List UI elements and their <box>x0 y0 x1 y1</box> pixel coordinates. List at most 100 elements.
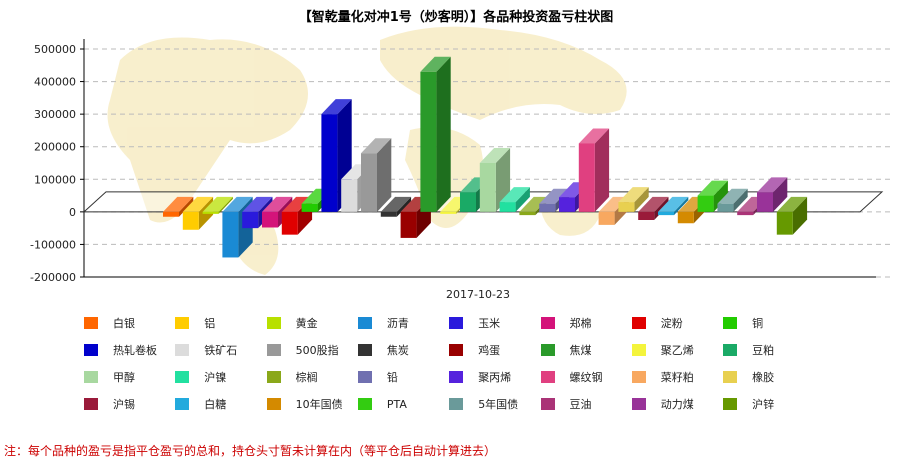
legend-label: 5年国债 <box>478 398 519 411</box>
legend-item: 螺纹钢 <box>540 368 603 386</box>
y-tick-label: 500000 <box>34 43 76 56</box>
legend-swatch <box>449 344 464 356</box>
legend-item: PTA <box>357 395 407 413</box>
legend-item: 郑棉 <box>540 314 592 332</box>
legend-swatch <box>449 371 464 383</box>
legend-swatch <box>266 317 281 329</box>
legend-item: 聚丙烯 <box>449 368 511 386</box>
bar-24 <box>618 187 649 212</box>
legend-label: 动力煤 <box>660 398 694 411</box>
bar-1 <box>163 196 194 217</box>
legend-swatch <box>175 371 190 383</box>
legend-item: 铅 <box>357 368 398 386</box>
legend-item: 豆粕 <box>723 341 774 359</box>
bar-29 <box>717 188 748 212</box>
legend-label: 焦炭 <box>386 344 409 357</box>
legend-label: 菜籽粕 <box>660 371 694 384</box>
legend-item: 聚乙烯 <box>631 341 694 359</box>
legend-item: 白糖 <box>175 395 226 413</box>
legend-item: 橡胶 <box>723 368 774 386</box>
legend-label: 沪镍 <box>204 371 227 384</box>
bar-18 <box>499 187 530 212</box>
legend-item: 豆油 <box>540 395 592 413</box>
legend-item: 黄金 <box>266 314 318 332</box>
footnote: 注：每个品种的盈亏是指平仓盈亏的总和，持仓头寸暂未计算在内（等平仓后自动计算进去… <box>4 444 497 458</box>
legend-label: 甲醇 <box>113 371 135 384</box>
legend-swatch <box>540 371 555 383</box>
legend-label: 郑棉 <box>569 317 592 330</box>
legend-item: 5年国债 <box>449 395 518 413</box>
legend-swatch <box>631 344 646 356</box>
legend-item: 淀粉 <box>631 314 683 332</box>
legend-label: 淀粉 <box>660 317 683 330</box>
legend-swatch <box>723 371 738 383</box>
bar-14 <box>420 56 451 212</box>
legend-label: 500股指 <box>295 344 339 357</box>
legend-swatch <box>449 398 464 410</box>
legend-item: 焦炭 <box>357 341 409 359</box>
bar-11 <box>361 138 392 212</box>
chart-title: 【智乾量化对冲1号（炒客明）】各品种投资盈亏柱状图 <box>299 9 614 25</box>
y-tick-label: 400000 <box>34 76 76 89</box>
y-tick-label: -100000 <box>30 238 76 251</box>
legend-label: 焦煤 <box>569 344 592 357</box>
legend-item: 沪镍 <box>175 368 226 386</box>
legend-swatch <box>266 371 281 383</box>
legend-swatch <box>175 317 190 329</box>
legend-label: 黄金 <box>295 317 318 330</box>
legend-swatch <box>357 371 372 383</box>
legend-item: 白银 <box>84 314 135 332</box>
bars <box>163 56 808 258</box>
legend-label: 棕榈 <box>295 371 318 384</box>
legend-label: 热轧卷板 <box>113 344 157 357</box>
legend-item: 鸡蛋 <box>449 341 500 359</box>
x-axis-label: 2017-10-23 <box>446 288 510 301</box>
y-tick-label: 100000 <box>34 173 76 186</box>
legend-swatch <box>631 371 646 383</box>
legend-label: 沪锌 <box>752 398 775 411</box>
legend-swatch <box>266 398 281 410</box>
bar-3 <box>202 196 233 214</box>
legend-swatch <box>175 344 190 356</box>
legend-item: 铁矿石 <box>175 341 237 359</box>
bar-22 <box>578 128 610 212</box>
legend-item: 甲醇 <box>84 368 135 386</box>
legend-swatch <box>540 317 555 329</box>
legend-label: 铜 <box>752 317 764 330</box>
y-axis: 500000 400000 300000 200000 100000 0 -100000 -2… <box>30 39 876 284</box>
bar-32 <box>776 196 808 235</box>
legend-swatch <box>357 398 372 410</box>
y-tick-label: -200000 <box>30 271 76 284</box>
legend-swatch <box>631 317 646 329</box>
legend-item: 铜 <box>723 314 763 332</box>
legend-label: 聚乙烯 <box>660 344 694 357</box>
legend-label: 10年国债 <box>295 398 343 411</box>
legend-item: 沪锌 <box>723 395 774 413</box>
legend-swatch <box>84 398 98 410</box>
legend-swatch <box>631 398 646 410</box>
legend-swatch <box>723 344 738 356</box>
legend-label: 白糖 <box>204 398 227 411</box>
legend-swatch <box>266 344 281 356</box>
legend-label: 螺纹钢 <box>569 371 603 384</box>
legend-swatch <box>84 344 98 356</box>
legend-swatch <box>357 344 372 356</box>
legend-item: 铝 <box>175 314 215 332</box>
legend-item: 热轧卷板 <box>84 341 157 359</box>
legend-item: 菜籽粕 <box>631 368 694 386</box>
legend-label: 橡胶 <box>752 371 775 384</box>
legend-item: 玉米 <box>449 314 500 332</box>
legend-swatch <box>449 317 464 329</box>
legend-swatch <box>723 317 738 329</box>
legend-label: 铝 <box>204 317 216 330</box>
legend-label: 豆油 <box>569 398 592 411</box>
legend-item: 动力煤 <box>631 395 694 413</box>
legend-item: 沥青 <box>357 314 409 332</box>
bar-31 <box>757 177 788 212</box>
y-tick-label: 300000 <box>34 108 76 121</box>
legend-label: PTA <box>386 397 407 411</box>
legend-item: 焦煤 <box>540 341 592 359</box>
legend-swatch <box>540 398 555 410</box>
legend-item: 沪锡 <box>84 395 135 413</box>
legend-item: 棕榈 <box>266 368 318 386</box>
